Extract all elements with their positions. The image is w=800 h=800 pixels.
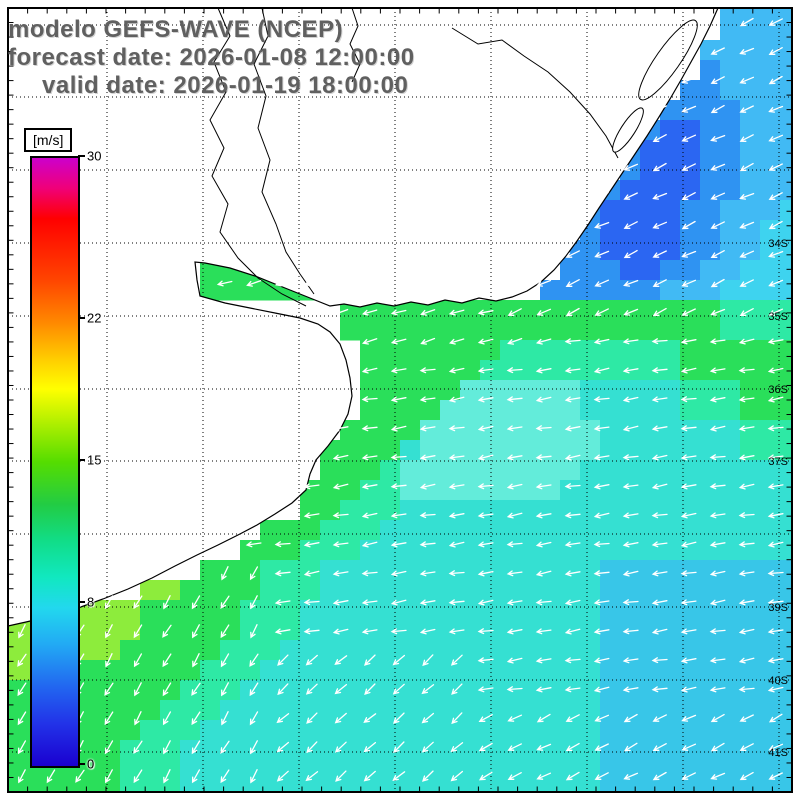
valid-date-label: valid date: 2026-01-19 18:00:00 bbox=[42, 72, 409, 99]
forecast-date-label: forecast date: 2026-01-08 12:00:00 bbox=[8, 44, 415, 71]
colorbar-tick bbox=[78, 459, 85, 461]
latitude-labels: 34S 35S 36S 37S 39S 40S 41S bbox=[768, 238, 788, 759]
colorbar-tick-label: 0 bbox=[87, 756, 95, 772]
colorbar-tick-label: 8 bbox=[87, 594, 95, 610]
latitude-label: 41S bbox=[768, 747, 788, 759]
latitude-label: 37S bbox=[768, 456, 788, 468]
latitude-label: 36S bbox=[768, 384, 788, 396]
colorbar-tick-label: 22 bbox=[87, 310, 102, 326]
latitude-label: 34S bbox=[768, 238, 788, 250]
latitude-label: 39S bbox=[768, 602, 788, 614]
colorbar-tick bbox=[78, 317, 85, 320]
colorbar-gradient bbox=[32, 158, 78, 766]
colorbar-unit-label: [m/s] bbox=[24, 128, 73, 152]
land-mask bbox=[8, 8, 718, 626]
river-border-lines bbox=[209, 7, 619, 307]
colorbar-tick bbox=[78, 763, 85, 765]
coastline bbox=[7, 7, 719, 627]
latitude-label: 40S bbox=[768, 675, 788, 687]
model-title: modelo GEFS-WAVE (NCEP) bbox=[8, 16, 344, 43]
lagoon-outline bbox=[612, 107, 644, 153]
map-frame bbox=[7, 7, 793, 793]
direction-arrow-layer bbox=[17, 17, 784, 784]
colorbar-tick bbox=[78, 600, 85, 603]
colorbar-tick-label: 30 bbox=[87, 148, 102, 164]
latitude-label: 35S bbox=[768, 311, 788, 323]
colorbar bbox=[30, 156, 80, 768]
colorbar-tick bbox=[78, 155, 85, 157]
colorbar-tick-label: 15 bbox=[87, 452, 102, 468]
